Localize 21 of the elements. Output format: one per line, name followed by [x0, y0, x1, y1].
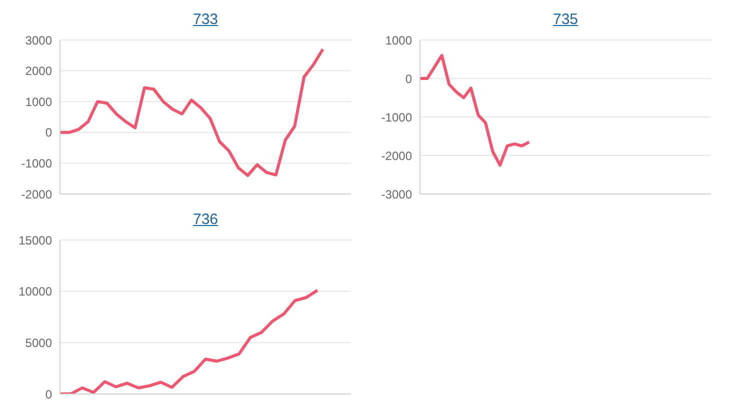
- y-tick-label: 10000: [18, 284, 52, 299]
- y-tick-label: 1000: [385, 33, 412, 48]
- y-tick-label: -2000: [381, 148, 412, 163]
- y-tick-label: 3000: [25, 33, 52, 48]
- y-tick-label: 15000: [18, 233, 52, 248]
- y-tick-label: -1000: [21, 156, 52, 170]
- chart-title: 736: [192, 210, 220, 230]
- y-tick-label: -2000: [21, 187, 52, 202]
- y-tick-label: -3000: [381, 187, 412, 202]
- y-tick-label: 0: [45, 126, 52, 140]
- y-tick-label: 5000: [25, 336, 52, 350]
- chart-title: 733: [192, 10, 220, 30]
- y-tick-label: 2000: [25, 64, 52, 78]
- y-tick-label: 0: [45, 387, 52, 400]
- line-series: [60, 288, 319, 394]
- line-series: [420, 54, 531, 167]
- line-series: [60, 48, 324, 178]
- chart-title: 735: [552, 10, 580, 30]
- y-tick-label: 0: [405, 72, 412, 86]
- y-tick-label: 1000: [25, 94, 52, 109]
- y-tick-label: -1000: [381, 110, 412, 124]
